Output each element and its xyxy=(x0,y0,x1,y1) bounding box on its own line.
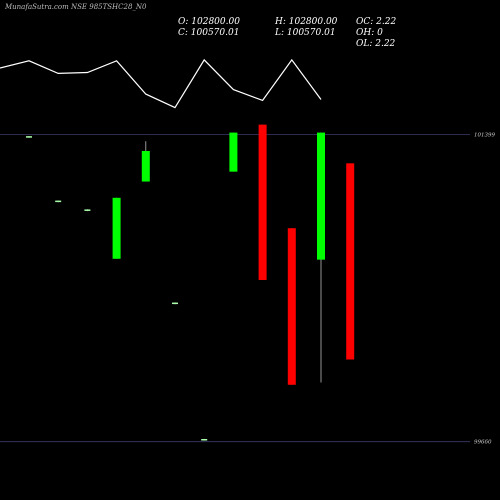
candle xyxy=(26,136,32,138)
candle xyxy=(229,132,238,172)
candle xyxy=(346,163,355,360)
candle xyxy=(84,209,91,212)
price-axis-label: 101399 xyxy=(474,132,495,138)
chart-title: MunafaSutra.com NSE 985TSHC28_N0 xyxy=(4,3,147,11)
price-axis-label: 99660 xyxy=(474,440,492,446)
candle xyxy=(317,132,325,383)
line-series xyxy=(0,58,322,109)
candle-body xyxy=(84,209,91,211)
candle-body xyxy=(229,132,238,172)
candle-body xyxy=(346,163,355,360)
price-gridlines: 101399 99660 xyxy=(0,132,495,446)
open-value: O: 102800.00 xyxy=(178,17,240,27)
candle-body xyxy=(141,150,150,182)
candle-body xyxy=(287,228,296,385)
ol-value: OL: 2.22 xyxy=(356,39,396,49)
candle-body xyxy=(201,439,208,441)
candle xyxy=(287,228,296,385)
candle xyxy=(201,438,208,441)
candle-body xyxy=(26,136,32,138)
close-value: C: 100570.01 xyxy=(178,28,239,38)
low-value: L: 100570.01 xyxy=(274,28,336,38)
overlay-line xyxy=(0,58,322,109)
candle xyxy=(141,141,150,182)
candle-body xyxy=(258,124,267,280)
candle-body xyxy=(172,302,178,305)
candle xyxy=(112,197,121,259)
candle xyxy=(55,200,62,203)
oh-value: OH: 0 xyxy=(356,28,383,38)
candle-body xyxy=(112,197,121,259)
candle-body xyxy=(317,132,325,260)
candles xyxy=(26,124,355,441)
high-value: H: 102800.00 xyxy=(274,17,338,27)
candle-body xyxy=(55,200,62,203)
candle xyxy=(172,302,178,305)
oc-value: OC: 2.22 xyxy=(356,17,396,27)
candle xyxy=(258,124,267,280)
